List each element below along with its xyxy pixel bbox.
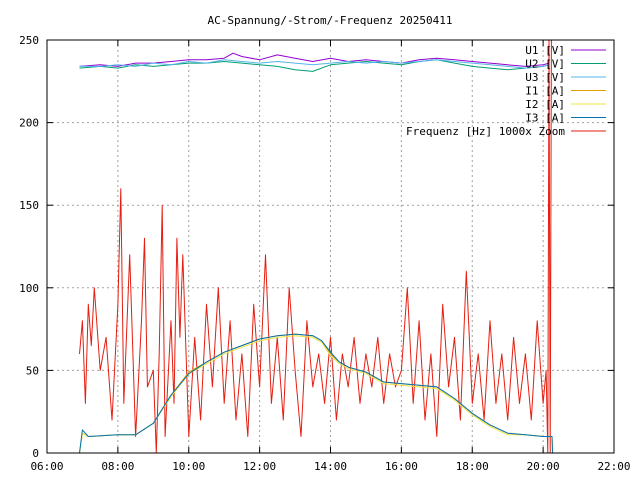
series-line-u1 xyxy=(79,52,550,67)
x-tick-label: 06:00 xyxy=(30,460,63,473)
y-tick-label: 200 xyxy=(19,117,39,130)
x-tick-label: 16:00 xyxy=(385,460,418,473)
x-tick-label: 22:00 xyxy=(597,460,630,473)
series-line-i3 xyxy=(79,333,554,454)
y-tick-label: 250 xyxy=(19,34,39,47)
series-line-frequenz xyxy=(79,39,552,454)
legend-label: I1 [A] xyxy=(525,85,565,98)
legend-label: I3 [A] xyxy=(525,112,565,125)
legend: U1 [V]U2 [V]U3 [V]I1 [A]I2 [A]I3 [A]Freq… xyxy=(406,44,606,138)
y-tick-label: 150 xyxy=(19,199,39,212)
legend-label: Frequenz [Hz] 1000x Zoom xyxy=(406,125,565,138)
series-line-u3 xyxy=(79,59,550,69)
chart-title: AC-Spannung/-Strom/-Frequenz 20250411 xyxy=(207,14,452,27)
y-tick-label: 100 xyxy=(19,282,39,295)
grid xyxy=(47,40,614,453)
legend-label: U3 [V] xyxy=(525,71,565,84)
legend-label: U1 [V] xyxy=(525,44,565,57)
y-tick-label: 50 xyxy=(26,364,39,377)
legend-label: U2 [V] xyxy=(525,58,565,71)
series-group xyxy=(79,39,554,454)
y-tick-label: 0 xyxy=(32,447,39,460)
x-tick-label: 14:00 xyxy=(314,460,347,473)
legend-label: I2 [A] xyxy=(525,98,565,111)
x-tick-label: 18:00 xyxy=(456,460,489,473)
x-tick-label: 10:00 xyxy=(172,460,205,473)
series-line-u2 xyxy=(79,59,550,72)
x-tick-label: 20:00 xyxy=(527,460,560,473)
x-tick-label: 12:00 xyxy=(243,460,276,473)
axes: 06:00 08:00 10:00 12:00 14:00 16:00 18:00 20:00… xyxy=(19,34,630,473)
x-tick-label: 08:00 xyxy=(101,460,134,473)
